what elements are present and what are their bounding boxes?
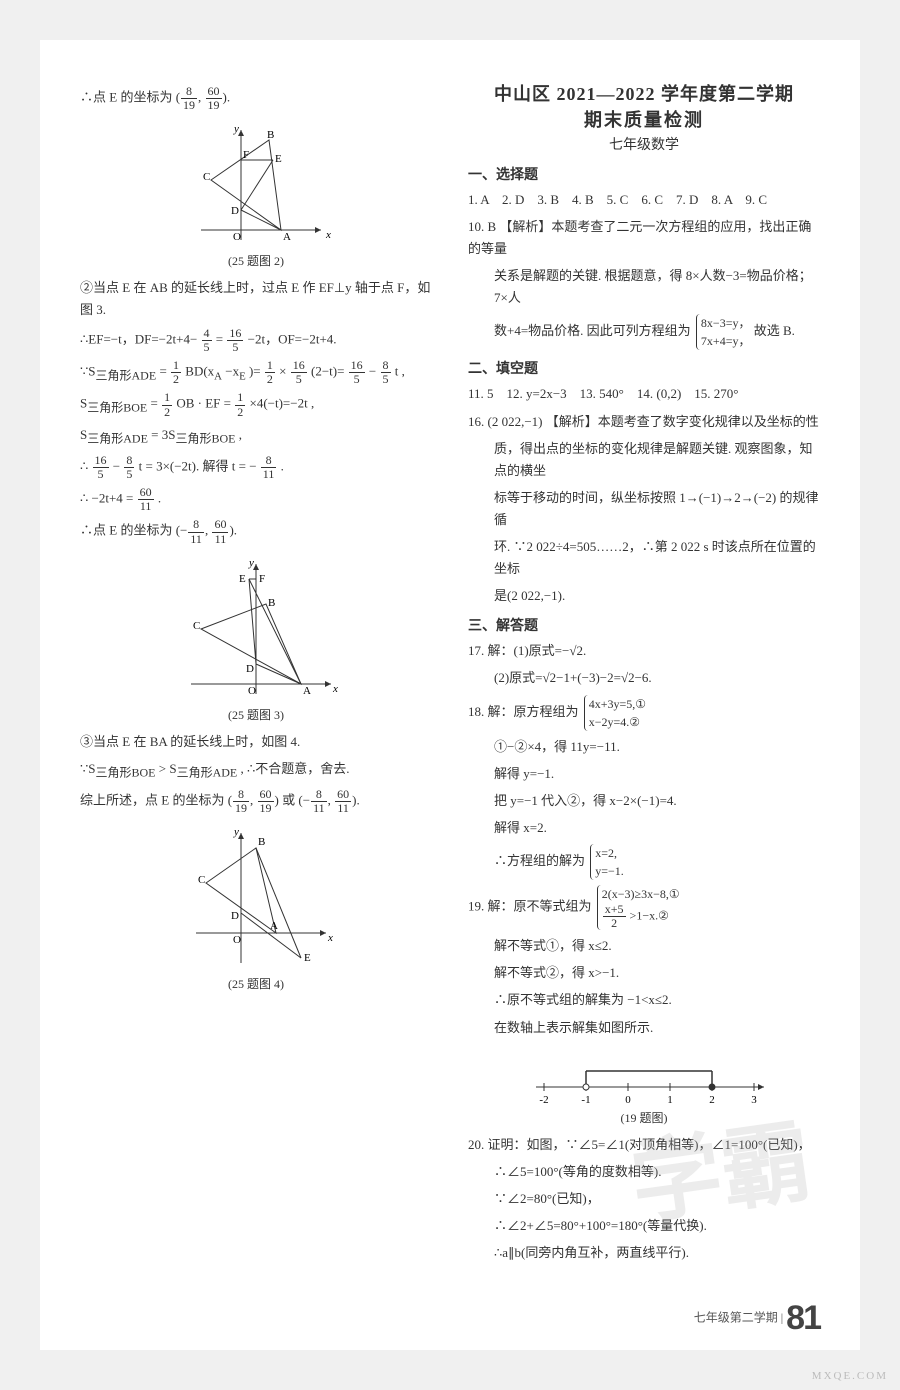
svg-text:y: y	[233, 826, 239, 838]
fig19-caption: (19 题图)	[468, 1109, 820, 1126]
fig3-caption: (25 题图 3)	[80, 706, 432, 723]
case3-intro: ③当点 E 在 BA 的延长线上时，如图 4.	[80, 731, 432, 753]
svg-text:A: A	[270, 920, 278, 932]
choice-answers: 1. A 2. D 3. B 4. B 5. C 6. C 7. D 8. A …	[468, 189, 820, 211]
corner-mark: MXQE.COM	[812, 1370, 888, 1382]
svg-text:E: E	[239, 573, 246, 585]
svg-text:y: y	[248, 557, 254, 569]
svg-text:2: 2	[709, 1094, 715, 1106]
svg-text:A: A	[283, 231, 291, 243]
figure-19: -2 -1 0 1 2 3 (19 题图)	[468, 1047, 820, 1126]
l7: ∴ 165 − 85 t = 3×(−2t). 解得 t = − 811 .	[80, 454, 432, 481]
svg-text:x: x	[332, 683, 338, 695]
svg-text:-2: -2	[539, 1094, 548, 1106]
l3: ∴EF=−t，DF=−2t+4− 45 = 165 −2t，OF=−2t+4.	[80, 327, 432, 354]
l9: ∴点 E 的坐标为 (−811, 6011).	[80, 518, 432, 545]
fill-answers: 11. 5 12. y=2x−3 13. 540° 14. (0,2) 15. …	[468, 383, 820, 405]
q18-b: ①−②×4，得 11y=−11.	[468, 736, 820, 758]
q19-c: 解不等式②，得 x>−1.	[468, 962, 820, 984]
q19-a: 19. 解：原不等式组为 2(x−3)≥3x−8,① x+52 >1−x.②	[468, 885, 820, 930]
svg-text:B: B	[267, 129, 274, 141]
coord-e-1: ∴点 E 的坐标为 (819, 6019).	[80, 85, 432, 112]
q16-a: 16. (2 022,−1) 【解析】本题考查了数字变化规律以及坐标的性	[468, 411, 820, 433]
svg-text:3: 3	[751, 1094, 757, 1106]
q19-b: 解不等式①，得 x≤2.	[468, 935, 820, 957]
fig2-caption: (25 题图 2)	[80, 252, 432, 269]
q18-e: 解得 x=2.	[468, 817, 820, 839]
svg-text:1: 1	[667, 1094, 673, 1106]
svg-text:O: O	[233, 231, 241, 243]
q20-e: ∴a∥b(同旁内角互补，两直线平行).	[468, 1242, 820, 1264]
q10-b: 关系是解题的关键. 根据题意，得 8×人数−3=物品价格；7×人	[468, 265, 820, 309]
svg-text:x: x	[325, 229, 331, 241]
exam-title: 中山区 2021—2022 学年度第二学期 期末质量检测 七年级数学	[468, 80, 820, 154]
q10-c: 数+4=物品价格. 因此可列方程组为 8x−3=y， 7x+4=y， 故选 B.	[468, 314, 820, 350]
svg-text:C: C	[193, 620, 200, 632]
svg-text:A: A	[303, 685, 311, 697]
section-2: 二、填空题	[468, 358, 820, 378]
title-line1: 中山区 2021—2022 学年度第二学期	[468, 80, 820, 106]
svg-text:D: D	[231, 910, 239, 922]
q20-c: ∵∠2=80°(已知)，	[468, 1188, 820, 1210]
svg-text:E: E	[275, 153, 282, 165]
q19-e: 在数轴上表示解集如图所示.	[468, 1017, 820, 1039]
svg-text:O: O	[233, 934, 241, 946]
footer-label: 七年级第二学期 |	[694, 1310, 783, 1324]
svg-text:y: y	[233, 123, 239, 135]
figure-2: x y O C B A D E F (25 题图 2)	[80, 120, 432, 269]
svg-text:0: 0	[625, 1094, 631, 1106]
svg-text:E: E	[304, 952, 311, 964]
right-column: 中山区 2021—2022 学年度第二学期 期末质量检测 七年级数学 一、选择题…	[450, 80, 830, 1320]
figure-4: x y O C B A D E (25 题图 4)	[80, 823, 432, 992]
figure-3: x y O C B A D E F (25 题图 3)	[80, 554, 432, 723]
l5: S三角形BOE = 12 OB · EF = 12 ×4(−t)=−2t ,	[80, 391, 432, 418]
left-column: ∴点 E 的坐标为 (819, 6019). x y O C B A	[70, 80, 450, 1320]
svg-text:B: B	[258, 836, 265, 848]
svg-text:F: F	[243, 149, 249, 161]
q19-d: ∴原不等式组的解集为 −1<x≤2.	[468, 989, 820, 1011]
svg-text:D: D	[246, 663, 254, 675]
title-line2: 期末质量检测	[468, 106, 820, 132]
text: ∴点 E 的坐标为	[80, 90, 172, 105]
case2-intro: ②当点 E 在 AB 的延长线上时，过点 E 作 EF⊥y 轴于点 F，如图 3…	[80, 277, 432, 321]
q20-d: ∴∠2+∠5=80°+100°=180°(等量代换).	[468, 1215, 820, 1237]
q17-b: (2)原式=√2−1+(−3)−2=√2−6.	[468, 667, 820, 689]
l12: 综上所述，点 E 的坐标为 (819, 6019) 或 (−811, 6011)…	[80, 788, 432, 815]
q20-a: 20. 证明：如图，∵∠5=∠1(对顶角相等)，∠1=100°(已知)，	[468, 1134, 820, 1156]
fig4-caption: (25 题图 4)	[80, 975, 432, 992]
l4: ∵S三角形ADE = 12 BD(xA −xE )= 12 × 165 (2−t…	[80, 359, 432, 386]
q16-c: 标等于移动的时间，纵坐标按照 1→(−1)→2→(−2) 的规律循	[468, 487, 820, 531]
q18-a: 18. 解：原方程组为 4x+3y=5,① x−2y=4.②	[468, 695, 820, 731]
q20-b: ∴∠5=100°(等角的度数相等).	[468, 1161, 820, 1183]
svg-text:O: O	[248, 685, 256, 697]
q18-d: 把 y=−1 代入②，得 x−2×(−1)=4.	[468, 790, 820, 812]
q17-a: 17. 解：(1)原式=−√2.	[468, 640, 820, 662]
svg-text:C: C	[198, 874, 205, 886]
svg-text:-1: -1	[581, 1094, 590, 1106]
q16-d: 环. ∵2 022÷4=505……2，∴第 2 022 s 时该点所在位置的坐标	[468, 536, 820, 580]
section-3: 三、解答题	[468, 615, 820, 635]
section-1: 一、选择题	[468, 164, 820, 184]
q18-f: ∴方程组的解为 x=2, y=−1.	[468, 844, 820, 880]
page-footer: 七年级第二学期 | 81	[694, 1299, 820, 1338]
q16-b: 质，得出点的坐标的变化规律是解题关键. 观察图象，知点的横坐	[468, 438, 820, 482]
svg-text:D: D	[231, 205, 239, 217]
svg-text:x: x	[327, 932, 333, 944]
svg-text:F: F	[259, 573, 265, 585]
q16-e: 是(2 022,−1).	[468, 585, 820, 607]
l11: ∵S三角形BOE > S三角形ADE , ∴不合题意，舍去.	[80, 758, 432, 783]
l6: S三角形ADE = 3S三角形BOE ,	[80, 424, 432, 449]
svg-text:C: C	[203, 171, 210, 183]
q18-c: 解得 y=−1.	[468, 763, 820, 785]
l8: ∴ −2t+4 = 6011 .	[80, 486, 432, 513]
title-line3: 七年级数学	[468, 134, 820, 154]
svg-text:B: B	[268, 597, 275, 609]
page-number: 81	[786, 1299, 820, 1337]
q10-a: 10. B 【解析】本题考查了二元一次方程组的应用，找出正确的等量	[468, 216, 820, 260]
